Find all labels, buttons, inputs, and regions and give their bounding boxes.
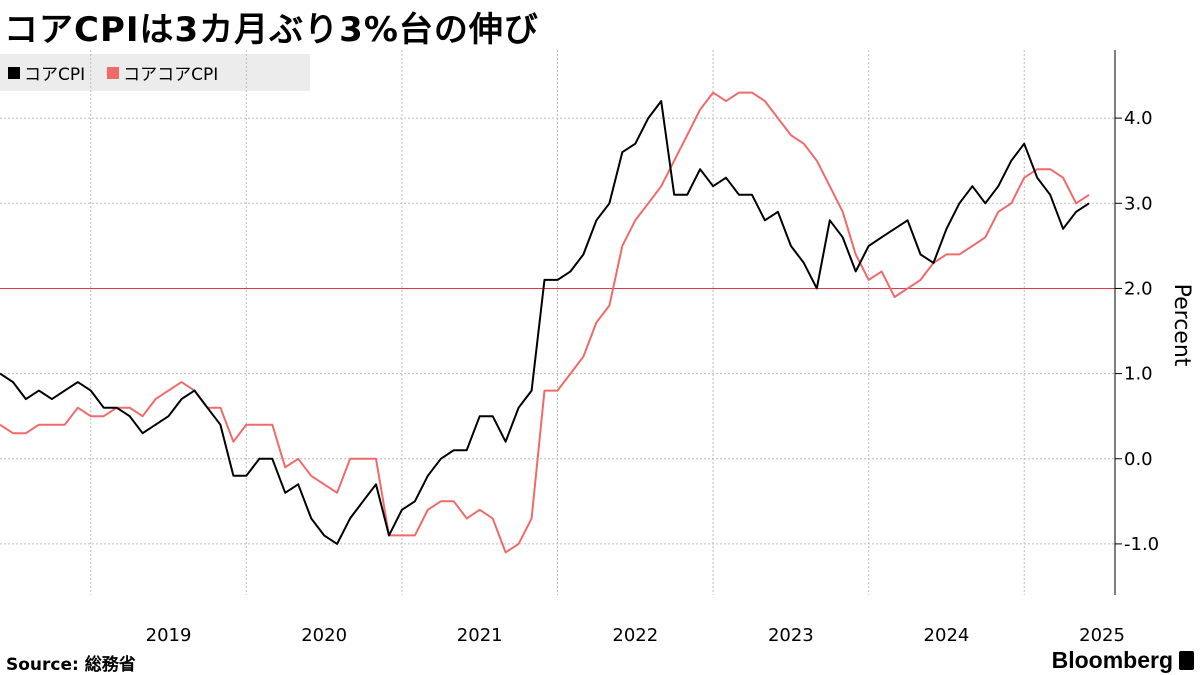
- x-tick-label: 2025: [1079, 625, 1125, 646]
- x-tick-label: 2022: [612, 625, 658, 646]
- series-layer: [0, 91, 1090, 554]
- y-tick-label: 1.0: [1124, 364, 1153, 385]
- x-tick-label: 2021: [457, 625, 503, 646]
- y-axis-title: Percent: [1169, 284, 1194, 367]
- legend-swatch-core-core-cpi: [107, 66, 120, 79]
- brand-name: Bloomberg: [1051, 647, 1173, 673]
- legend-label-core-core-cpi: コアコアCPI: [123, 65, 219, 85]
- x-tick-label: 2019: [146, 625, 192, 646]
- x-tick-label: 2020: [301, 625, 347, 646]
- legend-swatch-core-cpi: [8, 66, 20, 79]
- y-tick-label: -1.0: [1124, 534, 1159, 555]
- legend-item-core-cpi: コアCPI: [8, 60, 85, 85]
- y-tick-label: 4.0: [1124, 108, 1153, 129]
- y-tick-label: 0.0: [1124, 449, 1153, 470]
- chart-title: コアCPIは3カ月ぶり3%台の伸び: [4, 10, 539, 50]
- axis-layer: -1.0 0.0 1.0 2.0 3.0 4.0 2019 2020 2021 2022 2023 2…: [146, 50, 1159, 646]
- y-tick-label: 2.0: [1124, 278, 1153, 299]
- x-tick-label: 2023: [768, 625, 814, 646]
- bloomberg-logo: Bloomberg: [1052, 647, 1194, 674]
- y-tick-label: 3.0: [1124, 193, 1153, 214]
- legend-label-core-cpi: コアCPI: [24, 65, 86, 85]
- legend: コアCPI コアコアCPI: [0, 54, 310, 91]
- x-tick-label: 2024: [924, 625, 970, 646]
- legend-item-core-core-cpi: コアコアCPI: [107, 60, 218, 85]
- source-note: Source: 総務省: [6, 655, 136, 675]
- series-line-core-core-cpi: [0, 91, 1090, 554]
- series-line-core-cpi: [0, 100, 1090, 545]
- grid-layer: [0, 50, 1115, 595]
- bloomberg-mark-icon: [1179, 651, 1194, 670]
